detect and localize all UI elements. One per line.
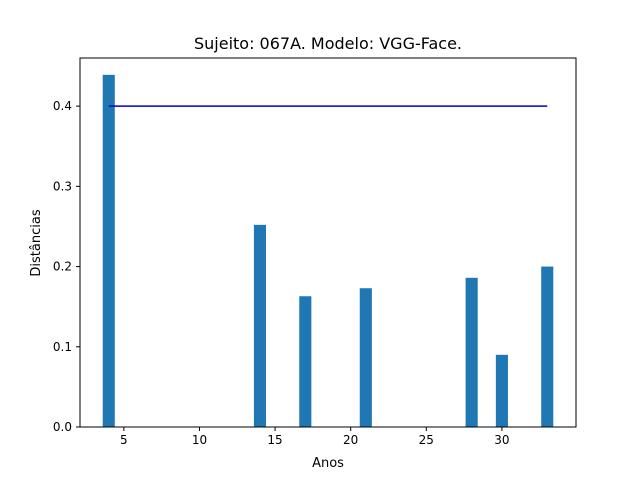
x-tick-label: 30	[494, 433, 509, 447]
bar	[465, 277, 478, 427]
y-axis-label: Distâncias	[29, 209, 44, 276]
bar	[299, 296, 312, 427]
bars-layer	[102, 74, 554, 428]
x-tick-label: 5	[120, 433, 128, 447]
bar	[359, 288, 372, 427]
bar	[102, 74, 115, 428]
y-axis-ticks: 0.0 0.1 0.2 0.3 0.4	[53, 99, 80, 434]
x-tick-label: 10	[192, 433, 207, 447]
x-tick-label: 15	[267, 433, 282, 447]
y-tick-label: 0.2	[53, 260, 72, 274]
y-tick-label: 0.4	[53, 99, 72, 113]
x-tick-label: 20	[343, 433, 358, 447]
bar	[541, 266, 554, 427]
y-tick-label: 0.0	[53, 420, 72, 434]
y-tick-label: 0.3	[53, 179, 72, 193]
x-tick-label: 25	[419, 433, 434, 447]
y-tick-label: 0.1	[53, 340, 72, 354]
x-axis-ticks: 5 10 15 20 25 30	[120, 427, 510, 447]
bar	[253, 224, 266, 427]
x-axis-label: Anos	[312, 456, 344, 471]
bar	[495, 354, 508, 427]
plot-area-frame	[79, 57, 577, 428]
chart-title: Sujeito: 067A. Modelo: VGG-Face.	[194, 34, 462, 53]
